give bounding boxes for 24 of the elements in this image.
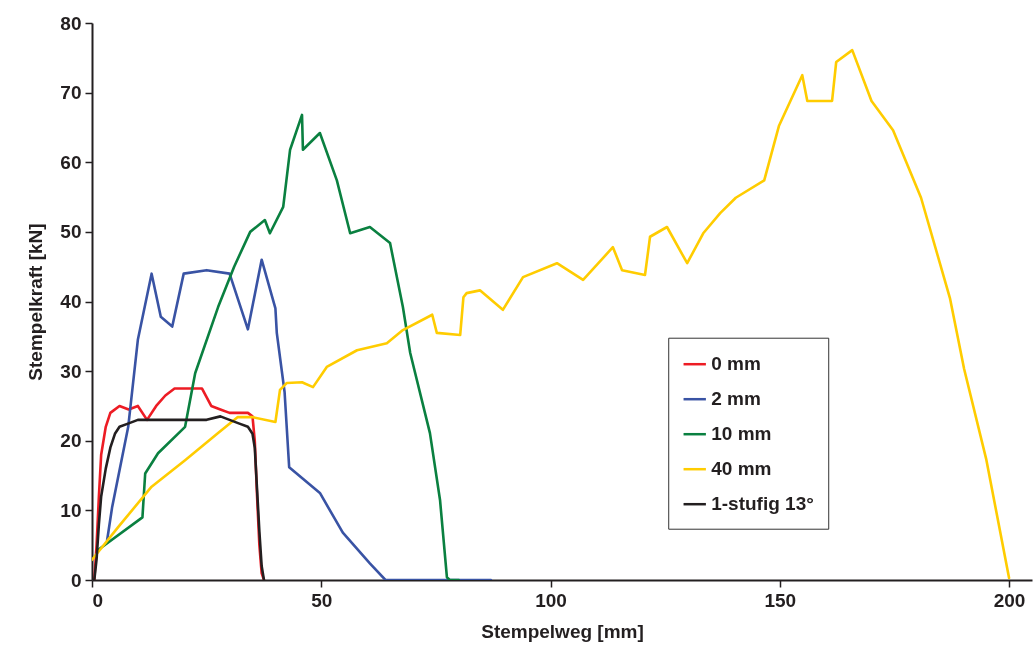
legend-label: 2 mm bbox=[711, 388, 761, 410]
legend-label: 1-stufig 13° bbox=[711, 493, 814, 515]
legend-label: 0 mm bbox=[711, 353, 761, 375]
x-tick-label: 100 bbox=[535, 589, 567, 611]
y-tick-label: 20 bbox=[60, 430, 82, 452]
y-tick-label: 10 bbox=[60, 499, 82, 521]
y-tick-label: 70 bbox=[60, 82, 82, 104]
x-tick-label: 200 bbox=[993, 589, 1026, 611]
line-series bbox=[92, 48, 1011, 580]
y-tick-label: 40 bbox=[60, 291, 82, 312]
legend-label: 40 mm bbox=[711, 458, 772, 480]
y-tick-label: 0 bbox=[70, 569, 82, 591]
y-tick-label: 60 bbox=[60, 151, 82, 173]
x-tick-label: 50 bbox=[311, 589, 333, 611]
x-tick-label: 0 bbox=[92, 589, 104, 611]
line-series bbox=[96, 113, 461, 580]
y-tick-label: 30 bbox=[60, 360, 82, 382]
y-tick-label: 80 bbox=[60, 12, 82, 34]
y-tick-label: 50 bbox=[60, 221, 82, 243]
x-axis-title: Stempelweg [mm] bbox=[481, 620, 644, 642]
legend-label: 10 mm bbox=[711, 423, 772, 445]
x-tick-label: 150 bbox=[764, 589, 797, 611]
line-series bbox=[105, 258, 493, 580]
y-axis-title: Stempelkraft [kN] bbox=[25, 223, 47, 381]
